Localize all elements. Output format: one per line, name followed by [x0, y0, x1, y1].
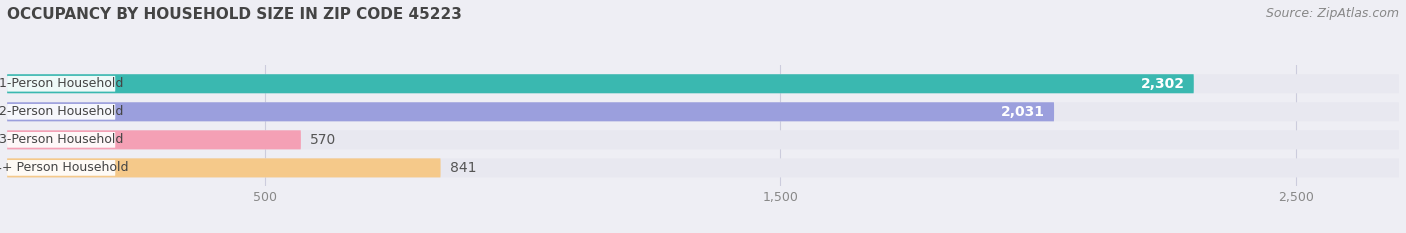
FancyBboxPatch shape — [7, 76, 115, 92]
FancyBboxPatch shape — [7, 74, 1399, 93]
Text: OCCUPANCY BY HOUSEHOLD SIZE IN ZIP CODE 45223: OCCUPANCY BY HOUSEHOLD SIZE IN ZIP CODE … — [7, 7, 463, 22]
FancyBboxPatch shape — [7, 158, 1399, 177]
FancyBboxPatch shape — [7, 132, 115, 148]
Text: 1-Person Household: 1-Person Household — [0, 77, 124, 90]
Text: Source: ZipAtlas.com: Source: ZipAtlas.com — [1265, 7, 1399, 20]
FancyBboxPatch shape — [7, 102, 1399, 121]
FancyBboxPatch shape — [7, 158, 440, 177]
Text: 4+ Person Household: 4+ Person Household — [0, 161, 128, 174]
Text: 2,302: 2,302 — [1140, 77, 1184, 91]
Text: 2-Person Household: 2-Person Household — [0, 105, 124, 118]
FancyBboxPatch shape — [7, 130, 1399, 149]
Text: 3-Person Household: 3-Person Household — [0, 133, 124, 146]
Text: 2,031: 2,031 — [1001, 105, 1045, 119]
FancyBboxPatch shape — [7, 74, 1194, 93]
FancyBboxPatch shape — [7, 160, 115, 176]
Text: 570: 570 — [311, 133, 336, 147]
FancyBboxPatch shape — [7, 130, 301, 149]
FancyBboxPatch shape — [7, 104, 115, 120]
Text: 841: 841 — [450, 161, 477, 175]
FancyBboxPatch shape — [7, 102, 1054, 121]
